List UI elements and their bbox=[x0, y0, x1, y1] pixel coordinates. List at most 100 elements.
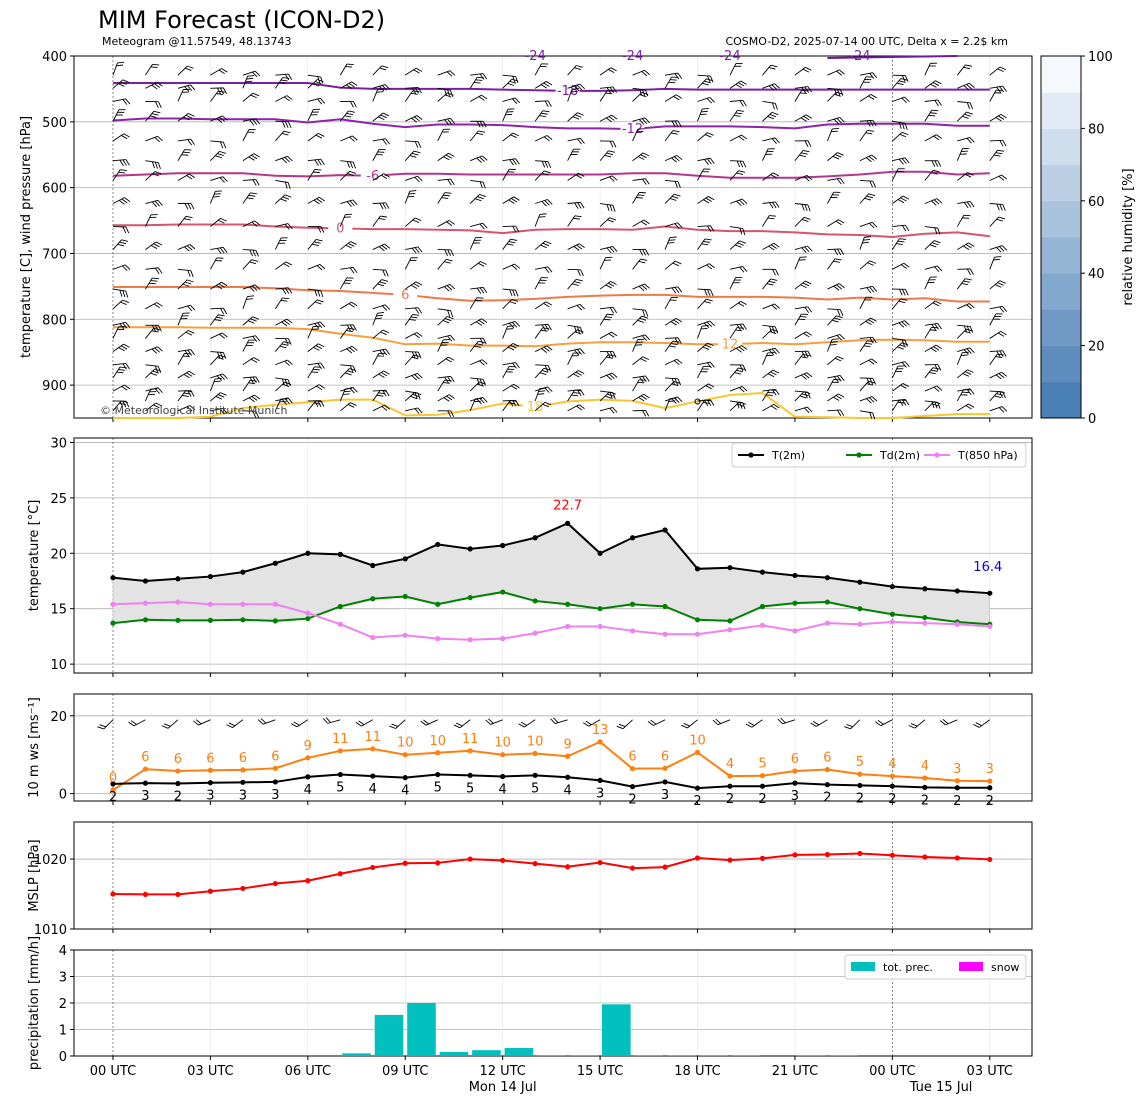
wind-barb-staff bbox=[404, 281, 417, 290]
wind-barb-staff bbox=[210, 176, 223, 181]
wind-barb-flag bbox=[799, 256, 807, 258]
wind-barb-flag bbox=[928, 279, 936, 281]
wind-barb bbox=[859, 129, 875, 142]
contour-label: 0 bbox=[336, 221, 344, 236]
data-point bbox=[889, 852, 895, 858]
legend-marker bbox=[748, 452, 754, 458]
wind-barb bbox=[420, 719, 438, 726]
wind-barb-staff bbox=[340, 241, 351, 250]
wind-barb-flag bbox=[871, 221, 878, 228]
data-point bbox=[857, 782, 863, 789]
wind-barb bbox=[924, 198, 943, 206]
wind-barb bbox=[599, 313, 614, 326]
wind-barb-flag bbox=[284, 121, 289, 128]
data-point bbox=[824, 766, 831, 773]
wind-barb-flag bbox=[315, 239, 323, 242]
wind-barb-staff bbox=[242, 376, 256, 379]
wind-barb-flag bbox=[186, 175, 193, 180]
wind-barb bbox=[924, 300, 942, 310]
wind-barb-flag bbox=[222, 352, 227, 359]
wind-barb-flag bbox=[122, 265, 128, 271]
wind-barb bbox=[534, 110, 550, 122]
wind-barb-flag bbox=[482, 287, 488, 294]
wind-barb-flag bbox=[349, 365, 354, 373]
data-point bbox=[759, 855, 766, 861]
wind-barb bbox=[794, 391, 811, 402]
wind-barb-flag bbox=[382, 269, 386, 277]
wind-barb-staff bbox=[339, 170, 350, 181]
wind-barb-flag bbox=[283, 320, 290, 325]
wind-barb bbox=[697, 157, 715, 165]
wind-barb bbox=[664, 193, 681, 204]
wind-barb-staff bbox=[892, 298, 902, 310]
wind-barb bbox=[210, 392, 227, 402]
wind-barb-staff bbox=[957, 136, 970, 142]
wind-barb-flag bbox=[574, 326, 577, 333]
wind-barb-flag bbox=[541, 348, 548, 353]
wind-barb-flag bbox=[346, 277, 354, 279]
wind-barb bbox=[989, 149, 1005, 161]
wind-barb-staff bbox=[470, 180, 484, 183]
wind-barb bbox=[827, 355, 844, 366]
wind-barb bbox=[437, 339, 450, 352]
gust-value-label: 9 bbox=[304, 739, 312, 754]
wind-barb-staff bbox=[653, 719, 666, 726]
colorbar-segment bbox=[1041, 128, 1081, 166]
wind-barb-flag bbox=[352, 386, 358, 393]
wind-barb-flag bbox=[413, 283, 420, 288]
wind-barb-flag bbox=[182, 394, 189, 398]
wind-barb-flag bbox=[872, 412, 876, 420]
wind-barb bbox=[535, 364, 552, 372]
wind-barb-flag bbox=[774, 347, 780, 354]
wind-barb-flag bbox=[577, 349, 582, 355]
wind-barb bbox=[372, 243, 391, 252]
wind-barb-flag bbox=[351, 301, 358, 307]
wind-barb-flag bbox=[476, 378, 480, 386]
wind-barb-staff bbox=[242, 394, 255, 402]
data-point bbox=[500, 636, 506, 642]
wind-barb-staff bbox=[664, 286, 678, 290]
data-point bbox=[694, 785, 701, 791]
wind-barb bbox=[226, 719, 244, 729]
wind-barb-flag bbox=[897, 199, 905, 204]
wind-barb-flag bbox=[311, 371, 319, 373]
wind-barb-flag bbox=[771, 328, 779, 333]
wind-barb bbox=[177, 215, 193, 227]
wind-barb-staff bbox=[989, 149, 998, 161]
wind-barb bbox=[599, 90, 614, 102]
wind-barb-flag bbox=[118, 347, 125, 352]
wind-barb-flag bbox=[482, 397, 488, 403]
wind-barb-staff bbox=[469, 398, 476, 412]
wind-barb bbox=[242, 129, 256, 142]
wind-barb-flag bbox=[316, 265, 323, 271]
wind-barb-staff bbox=[535, 323, 549, 326]
wind-barb-flag bbox=[774, 389, 780, 396]
wind-barb-flag bbox=[772, 369, 780, 374]
wind-barb-flag bbox=[219, 354, 226, 358]
wind-barb bbox=[275, 261, 293, 270]
wind-barb-staff bbox=[534, 240, 546, 250]
wind-barb-flag bbox=[314, 289, 318, 297]
wind-barb-flag bbox=[284, 338, 289, 345]
wind-barb-flag bbox=[868, 193, 876, 197]
wind-barb-flag bbox=[994, 256, 1002, 258]
wind-barb-staff bbox=[145, 364, 159, 367]
wind-barb-flag bbox=[540, 84, 548, 89]
wind-barb-flag bbox=[349, 136, 355, 142]
wind-barb-flag bbox=[671, 76, 679, 78]
wind-barb-flag bbox=[410, 395, 417, 400]
wind-barb-flag bbox=[509, 168, 516, 171]
data-point bbox=[857, 850, 863, 857]
wind-barb-staff bbox=[989, 257, 995, 270]
wind-barb-flag bbox=[479, 181, 483, 189]
wind-barb-flag bbox=[700, 327, 708, 330]
wind-barb bbox=[567, 329, 584, 339]
wind-barb-flag bbox=[514, 97, 521, 104]
wind-barb-flag bbox=[901, 321, 907, 327]
wind-barb-flag bbox=[222, 141, 227, 149]
wind-barb bbox=[437, 70, 456, 77]
wind-barb-staff bbox=[275, 223, 289, 227]
wind-barb-flag bbox=[379, 202, 384, 210]
wind-barb bbox=[957, 303, 975, 310]
